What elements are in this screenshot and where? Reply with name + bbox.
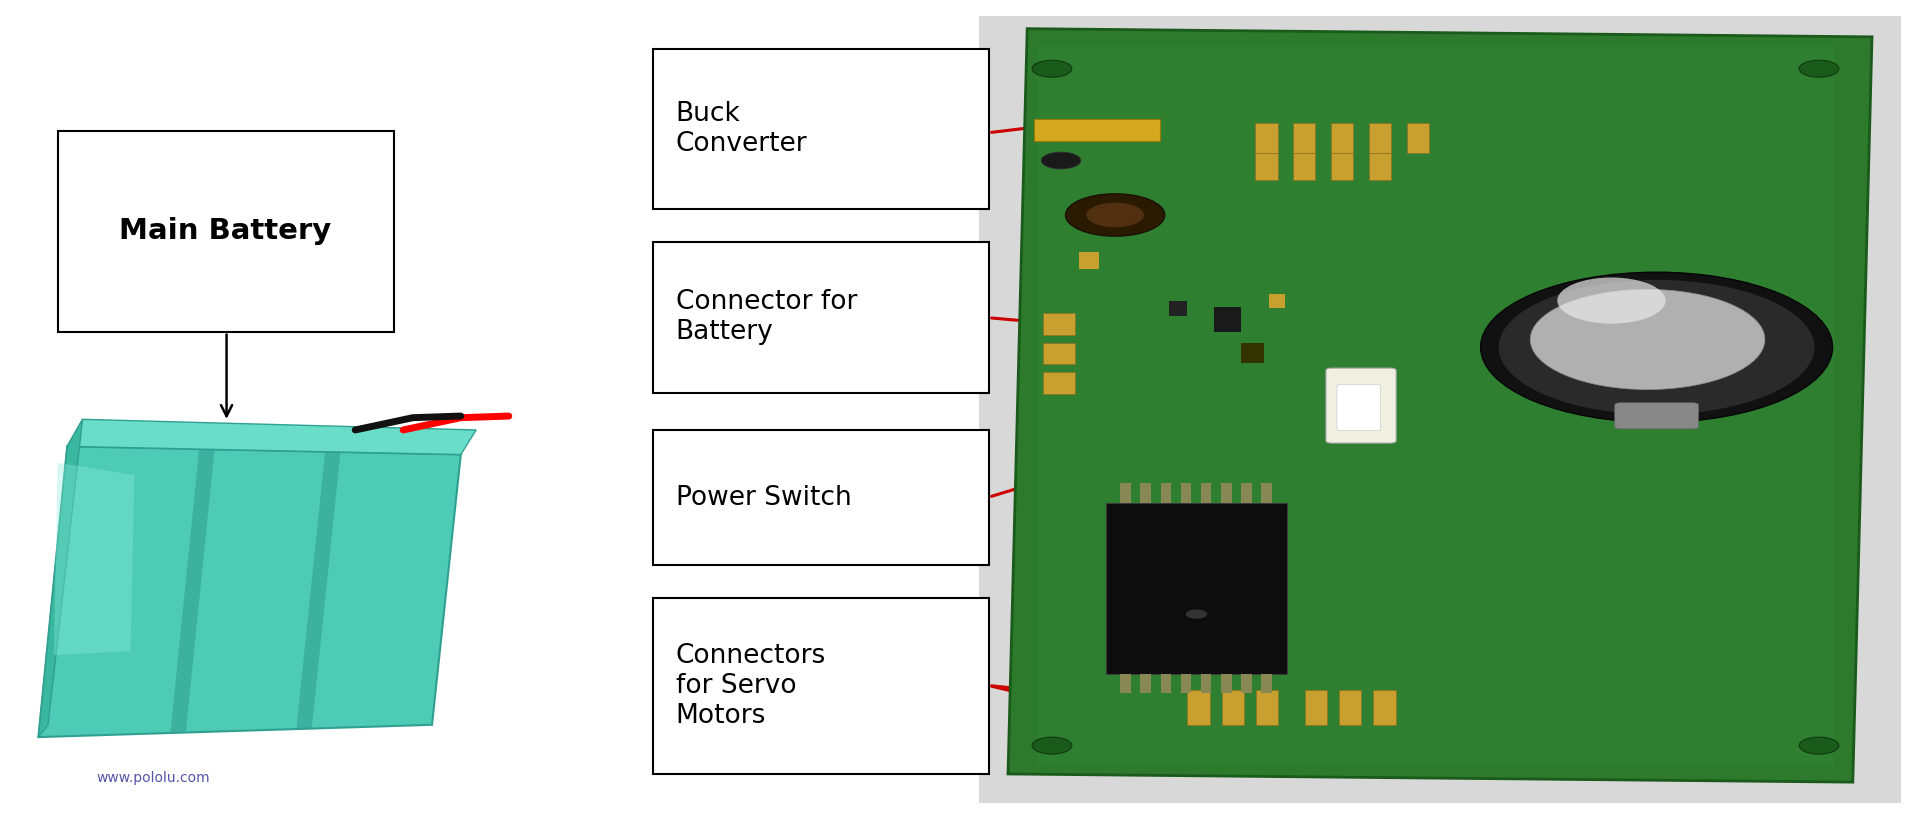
Bar xyxy=(1043,342,1075,364)
Bar xyxy=(1261,674,1271,694)
Polygon shape xyxy=(296,452,340,729)
Bar xyxy=(1106,503,1286,674)
Bar xyxy=(979,16,1901,803)
Bar xyxy=(1373,690,1396,725)
Bar xyxy=(1261,483,1271,503)
Bar xyxy=(1181,674,1192,694)
Bar xyxy=(1037,45,1834,766)
Bar xyxy=(1033,120,1160,141)
Text: Connector for
Battery: Connector for Battery xyxy=(676,289,856,346)
Bar xyxy=(1256,123,1277,152)
Bar xyxy=(1160,483,1171,503)
Bar xyxy=(1256,152,1277,180)
Circle shape xyxy=(1557,278,1667,324)
Bar xyxy=(1140,483,1152,503)
Text: www.pololu.com: www.pololu.com xyxy=(96,771,211,785)
Circle shape xyxy=(1066,194,1165,236)
Circle shape xyxy=(1480,272,1832,423)
Circle shape xyxy=(1530,289,1764,390)
Bar xyxy=(1200,483,1212,503)
FancyBboxPatch shape xyxy=(1336,385,1380,431)
Bar xyxy=(1306,690,1327,725)
Bar xyxy=(1121,483,1131,503)
Bar xyxy=(1221,483,1231,503)
Polygon shape xyxy=(171,449,215,733)
Bar xyxy=(653,49,989,209)
Bar xyxy=(1240,483,1252,503)
Bar xyxy=(1169,301,1187,316)
Text: Main Battery: Main Battery xyxy=(119,217,332,246)
Circle shape xyxy=(1500,280,1814,414)
Text: Buck
Converter: Buck Converter xyxy=(676,101,808,157)
FancyBboxPatch shape xyxy=(1327,369,1396,443)
Bar xyxy=(1331,152,1354,180)
Bar xyxy=(1215,307,1242,332)
Polygon shape xyxy=(67,419,476,455)
Bar xyxy=(1292,123,1315,152)
Bar xyxy=(1043,313,1075,335)
Bar xyxy=(1369,152,1392,180)
Bar xyxy=(1121,674,1131,694)
Bar xyxy=(58,131,394,332)
Circle shape xyxy=(1799,737,1839,754)
Bar xyxy=(1331,123,1354,152)
Bar xyxy=(1240,674,1252,694)
Bar xyxy=(1221,674,1231,694)
Circle shape xyxy=(1185,609,1208,618)
Bar xyxy=(1221,690,1244,725)
Bar xyxy=(1338,690,1361,725)
Circle shape xyxy=(1041,152,1081,169)
Bar xyxy=(653,598,989,774)
Bar xyxy=(1200,674,1212,694)
Circle shape xyxy=(1799,61,1839,77)
Bar xyxy=(653,430,989,565)
Circle shape xyxy=(1087,202,1144,228)
Bar xyxy=(1043,372,1075,394)
Bar xyxy=(1079,252,1098,269)
Bar xyxy=(1292,152,1315,180)
Bar xyxy=(1160,674,1171,694)
Bar xyxy=(1369,123,1392,152)
Bar xyxy=(1242,343,1263,363)
Polygon shape xyxy=(54,463,134,655)
FancyBboxPatch shape xyxy=(1615,403,1699,429)
Bar xyxy=(1181,483,1192,503)
Bar xyxy=(1140,674,1152,694)
Bar xyxy=(1407,123,1428,152)
Bar xyxy=(1269,294,1284,309)
Bar xyxy=(1256,690,1279,725)
Polygon shape xyxy=(1008,29,1872,782)
Text: Connectors
for Servo
Motors: Connectors for Servo Motors xyxy=(676,643,826,729)
Circle shape xyxy=(1033,61,1071,77)
Polygon shape xyxy=(38,446,461,737)
Text: Power Switch: Power Switch xyxy=(676,485,852,510)
Bar xyxy=(653,242,989,393)
Polygon shape xyxy=(38,419,83,737)
Circle shape xyxy=(1033,737,1071,754)
Bar xyxy=(1187,690,1210,725)
